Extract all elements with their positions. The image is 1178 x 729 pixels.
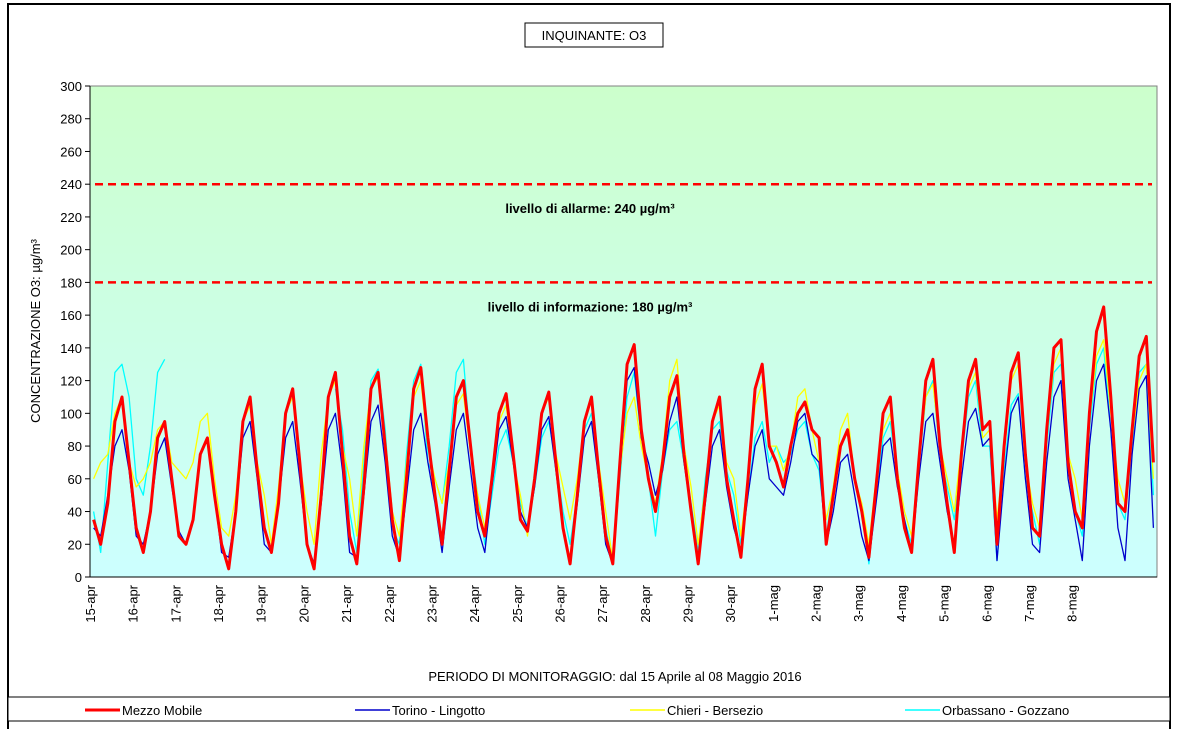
x-tick-label: 5-mag	[937, 585, 952, 622]
x-tick-label: 22-apr	[382, 584, 397, 622]
x-tick-label: 7-mag	[1022, 585, 1037, 622]
y-tick-label: 60	[68, 472, 82, 487]
y-tick-label: 180	[60, 275, 82, 290]
y-tick-label: 240	[60, 177, 82, 192]
reference-label: livello di allarme: 240 µg/m³	[505, 201, 675, 216]
y-tick-label: 0	[75, 570, 82, 585]
y-tick-label: 40	[68, 505, 82, 520]
reference-label: livello di informazione: 180 µg/m³	[488, 299, 693, 314]
y-tick-label: 120	[60, 374, 82, 389]
x-tick-label: 18-apr	[211, 584, 226, 622]
x-tick-label: 15-apr	[83, 584, 98, 622]
x-tick-label: 8-mag	[1065, 585, 1080, 622]
y-tick-label: 260	[60, 144, 82, 159]
title-box	[524, 22, 664, 48]
legend-box	[7, 696, 1171, 722]
x-tick-label: 3-mag	[851, 585, 866, 622]
x-tick-label: 16-apr	[126, 584, 141, 622]
y-tick-label: 140	[60, 341, 82, 356]
y-axis-label: CONCENTRAZIONE O3: µg/m³	[28, 238, 43, 422]
x-tick-label: 19-apr	[254, 584, 269, 622]
x-tick-label: 23-apr	[424, 584, 439, 622]
x-tick-label: 30-apr	[723, 584, 738, 622]
x-tick-label: 17-apr	[168, 584, 183, 622]
legend-label: Mezzo Mobile	[122, 703, 202, 718]
x-tick-label: 29-apr	[681, 584, 696, 622]
x-tick-label: 2-mag	[809, 585, 824, 622]
frame	[7, 3, 1171, 729]
x-tick-label: 25-apr	[510, 584, 525, 622]
x-tick-label: 6-mag	[979, 585, 994, 622]
legend-label: Orbassano - Gozzano	[942, 703, 1069, 718]
y-tick-label: 300	[60, 79, 82, 94]
legend-label: Chieri - Bersezio	[667, 703, 763, 718]
y-tick-label: 100	[60, 406, 82, 421]
legend-label: Torino - Lingotto	[392, 703, 485, 718]
x-tick-label: 20-apr	[296, 584, 311, 622]
x-tick-label: 1-mag	[766, 585, 781, 622]
x-tick-label: 21-apr	[339, 584, 354, 622]
y-tick-label: 220	[60, 210, 82, 225]
y-tick-label: 200	[60, 243, 82, 258]
series-line	[92, 305, 1155, 571]
x-axis-label: PERIODO DI MONITORAGGIO: dal 15 Aprile a…	[428, 669, 801, 684]
x-tick-label: 26-apr	[552, 584, 567, 622]
plot-area	[89, 85, 1158, 578]
x-tick-label: 28-apr	[638, 584, 653, 622]
chart-title: INQUINANTE: O3	[542, 28, 647, 43]
y-tick-label: 160	[60, 308, 82, 323]
x-tick-label: 4-mag	[894, 585, 909, 622]
y-tick-label: 20	[68, 537, 82, 552]
y-tick-label: 280	[60, 112, 82, 127]
x-tick-label: 24-apr	[467, 584, 482, 622]
y-tick-label: 80	[68, 439, 82, 454]
x-tick-label: 27-apr	[595, 584, 610, 622]
